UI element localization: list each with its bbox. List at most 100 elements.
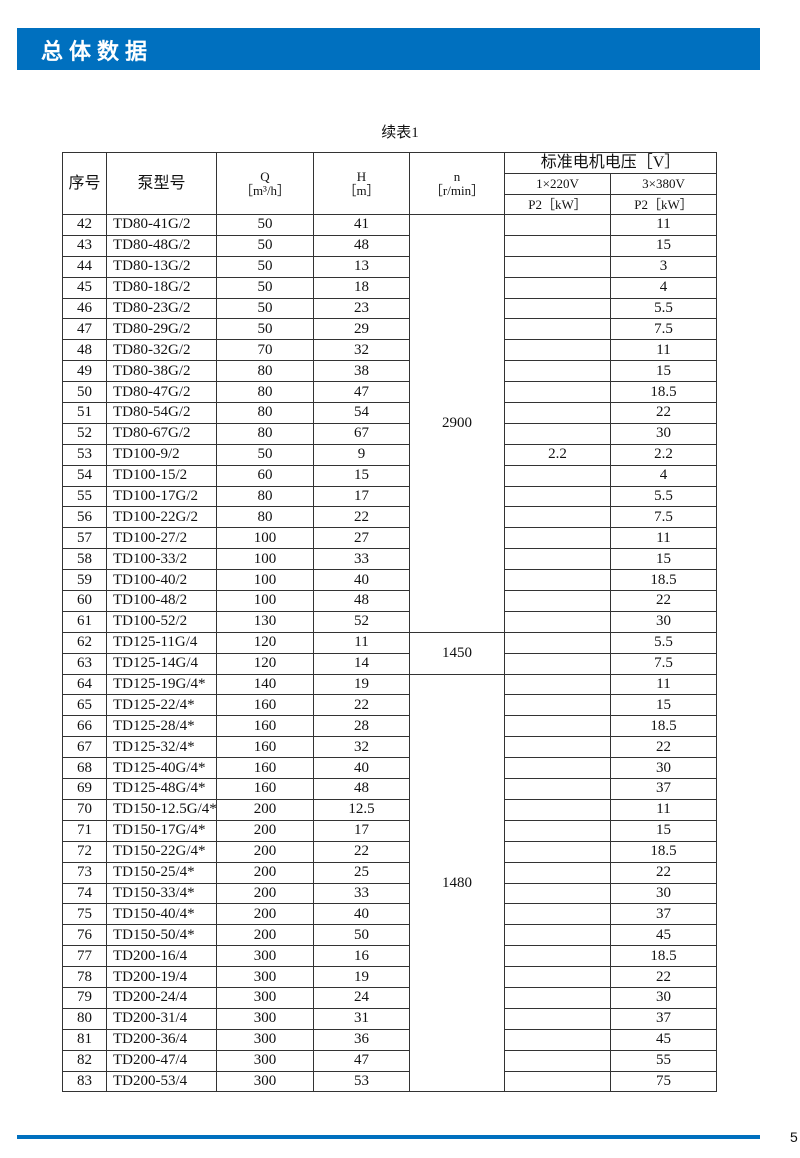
row-h: 11 [313,631,410,654]
row-p2-220v [504,548,611,571]
row-h: 50 [313,924,410,947]
row-no: 56 [62,506,107,529]
row-model: TD80-41G/2 [106,214,217,236]
row-model: TD125-14G/4 [106,652,217,675]
row-q: 100 [216,548,314,571]
row-h: 32 [313,339,410,362]
table-row: 44 TD80-13G/2 50 13 3 [62,255,717,278]
header-q: Q ［m³/h］ [216,152,314,215]
row-p2-220v [504,903,611,926]
header-v1: 1×220V [504,173,611,195]
row-no: 73 [62,861,107,884]
table-row: 55 TD100-17G/2 80 17 5.5 [62,485,717,508]
row-no: 71 [62,819,107,842]
row-q: 300 [216,1070,314,1093]
row-no: 74 [62,882,107,905]
table-row: 53 TD100-9/2 50 9 2.2 2.2 [62,443,717,466]
row-model: TD80-13G/2 [106,255,217,278]
row-model: TD100-17G/2 [106,485,217,508]
table-row: 75 TD150-40/4* 200 40 37 [62,903,717,926]
header-q-label: Q [260,168,270,184]
row-no: 76 [62,924,107,947]
row-no: 47 [62,318,107,341]
table-row: 69 TD125-48G/4* 160 48 37 [62,778,717,800]
row-p2-380v: 30 [610,882,717,905]
row-no: 81 [62,1028,107,1051]
row-p2-220v: 2.2 [504,443,611,466]
row-p2-380v: 18.5 [610,945,717,968]
row-p2-220v [504,924,611,947]
row-h: 40 [313,757,410,780]
row-p2-380v: 75 [610,1070,717,1093]
row-q: 200 [216,903,314,926]
row-p2-380v: 7.5 [610,506,717,529]
header-n: n ［r/min］ [409,152,505,215]
row-p2-380v: 55 [610,1049,717,1072]
table-row: 80 TD200-31/4 300 31 37 [62,1007,717,1030]
row-no: 55 [62,485,107,508]
table-row: 68 TD125-40G/4* 160 40 30 [62,757,717,780]
row-model: TD150-22G/4* [106,840,217,863]
row-p2-220v [504,527,611,550]
row-q: 70 [216,339,314,362]
row-model: TD100-9/2 [106,443,217,466]
row-p2-220v [504,819,611,842]
row-no: 67 [62,736,107,759]
row-model: TD125-32/4* [106,736,217,759]
row-no: 49 [62,360,107,383]
table-row: 83 TD200-53/4 300 53 75 [62,1070,717,1093]
row-model: TD200-19/4 [106,966,217,988]
row-q: 80 [216,506,314,529]
row-model: TD100-40/2 [106,569,217,592]
row-p2-220v [504,652,611,675]
row-model: TD125-28/4* [106,715,217,738]
row-no: 43 [62,234,107,257]
row-q: 50 [216,318,314,341]
row-model: TD80-38G/2 [106,360,217,383]
header-q-unit: ［m³/h］ [239,182,291,198]
row-p2-220v [504,1070,611,1093]
row-p2-220v [504,255,611,278]
row-model: TD200-24/4 [106,986,217,1009]
row-q: 200 [216,882,314,905]
row-no: 64 [62,673,107,696]
table-row: 82 TD200-47/4 300 47 55 [62,1049,717,1072]
row-h: 22 [313,694,410,717]
row-h: 19 [313,966,410,988]
row-no: 77 [62,945,107,968]
row-p2-380v: 22 [610,590,717,612]
row-p2-220v [504,945,611,968]
row-p2-380v: 4 [610,464,717,487]
row-p2-380v: 11 [610,673,717,696]
row-p2-220v [504,422,611,445]
row-p2-220v [504,631,611,654]
row-h: 38 [313,360,410,383]
row-p2-380v: 5.5 [610,485,717,508]
table-row: 81 TD200-36/4 300 36 45 [62,1028,717,1051]
row-speed: 1480 [409,673,505,1093]
row-p2-380v: 5.5 [610,631,717,654]
header-n-unit: ［r/min］ [429,182,485,198]
row-p2-220v [504,464,611,487]
row-h: 40 [313,569,410,592]
row-p2-220v [504,214,611,236]
table-row: 61 TD100-52/2 130 52 30 [62,610,717,633]
row-model: TD100-48/2 [106,590,217,612]
table-row: 73 TD150-25/4* 200 25 22 [62,861,717,884]
row-q: 160 [216,694,314,717]
table-row: 65 TD125-22/4* 160 22 15 [62,694,717,717]
row-model: TD150-25/4* [106,861,217,884]
row-no: 46 [62,297,107,320]
row-h: 47 [313,381,410,404]
row-speed: 2900 [409,214,505,633]
pump-data-table: 序号 泵型号 Q ［m³/h］ H ［m］ n ［r/min］ 标准电机电压［V］ 1… [62,152,717,1093]
row-q: 80 [216,360,314,383]
row-model: TD125-11G/4 [106,631,217,654]
row-p2-380v: 22 [610,861,717,884]
row-p2-220v [504,694,611,717]
table-row: 72 TD150-22G/4* 200 22 18.5 [62,840,717,863]
row-q: 140 [216,673,314,696]
row-h: 23 [313,297,410,320]
row-p2-220v [504,861,611,884]
row-h: 32 [313,736,410,759]
